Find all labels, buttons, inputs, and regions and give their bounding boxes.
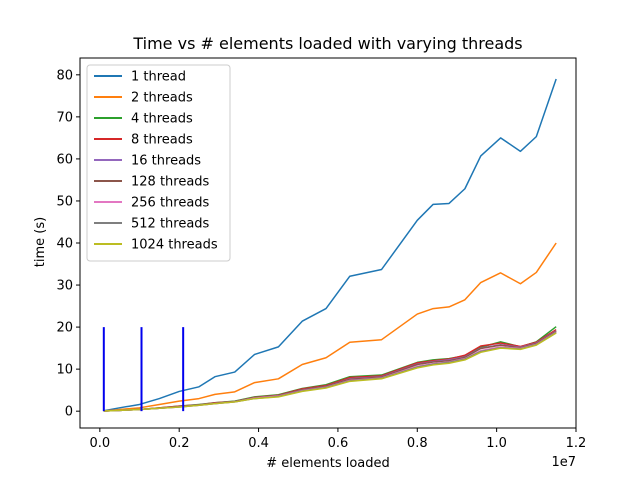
x-tick-label: 1.0: [486, 436, 507, 451]
y-tick-label: 40: [56, 237, 73, 252]
x-offset-label: 1e7: [551, 455, 576, 470]
x-tick-label: 0.4: [248, 436, 269, 451]
y-tick-label: 20: [56, 321, 73, 336]
x-axis-label: # elements loaded: [266, 456, 390, 471]
series-line-2-threads: [103, 242, 557, 412]
axes-frame: [79, 57, 577, 429]
legend-label: 1 thread: [131, 70, 186, 85]
plot-area: [102, 78, 557, 412]
legend-label: 1024 threads: [131, 238, 218, 253]
y-tick-label: 0: [65, 405, 73, 420]
legend-label: 2 threads: [131, 91, 193, 106]
legend-label: 128 threads: [131, 175, 210, 190]
x-tick-label: 0.0: [89, 436, 110, 451]
y-tick-label: 60: [56, 152, 73, 167]
series-line-128-threads: [103, 330, 557, 412]
chart-title: Time vs # elements loaded with varying t…: [132, 34, 522, 53]
y-ticks: 0 10 20 30 40 50 60 70 80: [56, 68, 80, 420]
x-tick-label: 0.8: [407, 436, 428, 451]
series-line-8-threads: [103, 328, 557, 412]
x-tick-label: 0.6: [328, 436, 349, 451]
x-tick-label: 0.2: [169, 436, 190, 451]
series-line-1-thread: [103, 78, 557, 412]
y-tick-label: 50: [56, 194, 73, 209]
legend: 1 thread 2 threads 4 threads 8 threads 16 th…: [86, 64, 231, 262]
series-line-4-threads: [103, 326, 557, 412]
legend-box: [86, 64, 231, 262]
y-tick-label: 10: [56, 363, 73, 378]
legend-label: 16 threads: [131, 154, 201, 169]
legend-label: 8 threads: [131, 133, 193, 148]
y-tick-label: 70: [56, 110, 73, 125]
legend-label: 256 threads: [131, 196, 210, 211]
y-axis-label: time (s): [33, 217, 48, 267]
y-tick-label: 30: [56, 279, 73, 294]
series-line-1024-threads: [103, 332, 557, 412]
legend-label: 4 threads: [131, 112, 193, 127]
series-line-256-threads: [103, 331, 557, 412]
series-line-16-threads: [103, 330, 557, 412]
x-ticks: 0.0 0.2 0.4 0.6 0.8 1.0 1.2: [89, 428, 586, 451]
y-tick-label: 80: [56, 68, 73, 83]
x-tick-label: 1.2: [566, 436, 587, 451]
legend-label: 512 threads: [131, 217, 210, 232]
